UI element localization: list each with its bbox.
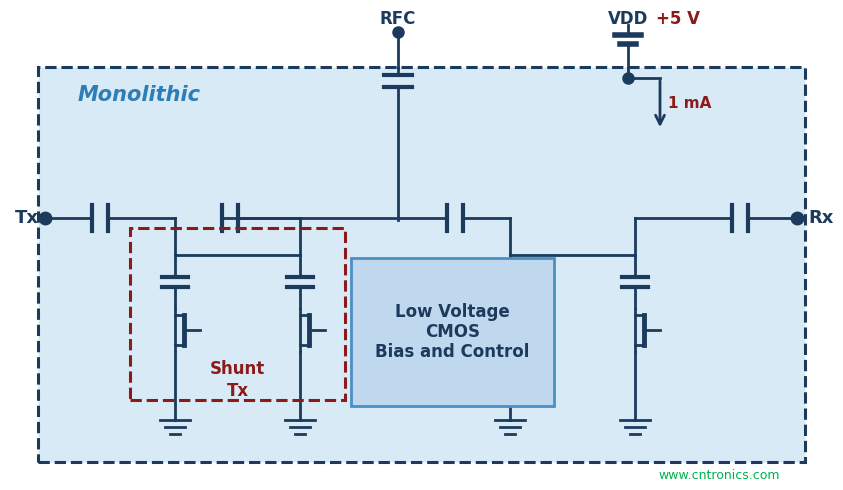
FancyBboxPatch shape — [38, 67, 805, 462]
Text: VDD: VDD — [608, 10, 648, 28]
Text: Tx: Tx — [15, 209, 39, 227]
Text: Low Voltage: Low Voltage — [395, 303, 510, 321]
FancyBboxPatch shape — [351, 258, 554, 406]
Text: Tx: Tx — [227, 382, 249, 400]
Text: CMOS: CMOS — [425, 323, 480, 341]
Text: www.cntronics.com: www.cntronics.com — [658, 469, 780, 482]
Text: Shunt: Shunt — [210, 360, 266, 378]
Text: Monolithic: Monolithic — [78, 85, 201, 105]
Text: Bias and Control: Bias and Control — [375, 343, 529, 361]
Text: Rx: Rx — [808, 209, 834, 227]
Text: RFC: RFC — [380, 10, 416, 28]
Text: 1 mA: 1 mA — [668, 97, 711, 112]
Text: +5 V: +5 V — [656, 10, 700, 28]
